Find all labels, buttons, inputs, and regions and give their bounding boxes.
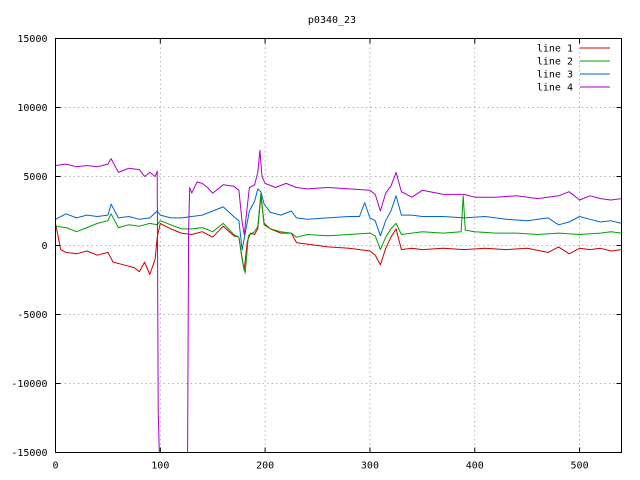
series-line-3 bbox=[55, 188, 622, 251]
y-tick-label: -15000 bbox=[11, 448, 47, 459]
y-tick-label: 0 bbox=[41, 241, 47, 252]
x-tick-label: 200 bbox=[256, 461, 274, 472]
legend: line 1 line 2 line 3 line 4 bbox=[537, 44, 610, 94]
legend-label: line 3 bbox=[537, 70, 573, 81]
grid bbox=[55, 38, 622, 453]
x-tick-label: 0 bbox=[52, 461, 58, 472]
x-tick-label: 100 bbox=[151, 461, 169, 472]
y-tick-label: -10000 bbox=[11, 379, 47, 390]
chart-title: p0340_23 bbox=[308, 15, 356, 26]
y-tick-label: 15000 bbox=[17, 34, 47, 45]
series-line-4 bbox=[55, 149, 622, 453]
x-tick-label: 500 bbox=[571, 461, 589, 472]
x-tick-label: 300 bbox=[361, 461, 379, 472]
series-group bbox=[55, 149, 622, 453]
x-tick-label: 400 bbox=[466, 461, 484, 472]
y-tick-label: -5000 bbox=[17, 310, 47, 321]
legend-label: line 2 bbox=[537, 57, 573, 68]
legend-label: line 4 bbox=[537, 83, 573, 94]
axes: -15000 -10000 -5000 0 5000 10000 15000 0 100 200 3… bbox=[11, 34, 622, 472]
series-line-2 bbox=[55, 192, 622, 274]
plot-frame bbox=[55, 38, 622, 453]
y-tick-label: 10000 bbox=[17, 103, 47, 114]
legend-label: line 1 bbox=[537, 44, 573, 55]
y-tick-label: 5000 bbox=[23, 172, 47, 183]
